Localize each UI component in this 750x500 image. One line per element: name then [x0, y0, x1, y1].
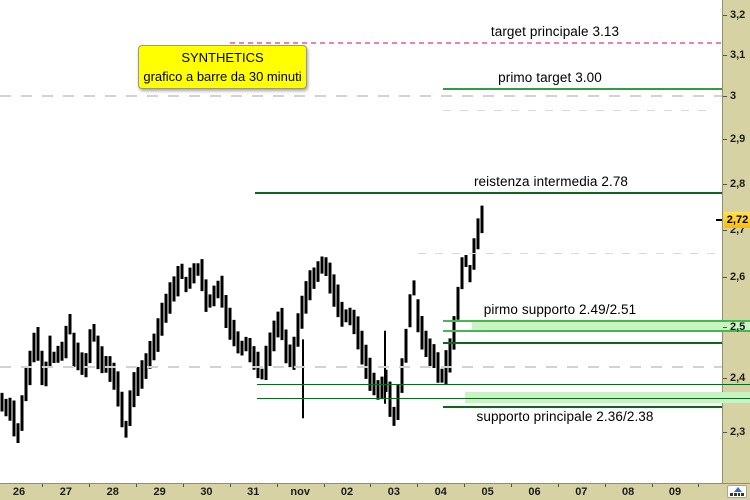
instrument-name: SYNTHETICS — [181, 49, 264, 65]
price-tick-label: 3,1 — [730, 49, 746, 62]
date-label-28: 28 — [106, 486, 119, 498]
date-tick — [276, 484, 278, 487]
date-tick — [136, 484, 138, 487]
gridline — [0, 365, 722, 368]
date-tick — [557, 484, 559, 487]
date-label-29: 29 — [153, 486, 166, 498]
chart-annotation-note[interactable]: SYNTHETICS grafico a barre da 30 minuti — [138, 45, 307, 89]
last-price-marker: 2,72 — [724, 212, 750, 229]
time-axis[interactable]: 26 27 28 29 30 31 nov 02 03 04 05 06 07 08 09 — [0, 483, 750, 500]
price-tick-label: 2,6 — [730, 271, 746, 284]
date-tick — [89, 484, 91, 487]
date-tick — [511, 484, 513, 487]
date-tick — [370, 484, 372, 487]
price-tick-label: 2,5 — [730, 320, 746, 333]
price-tick-label: 3 — [730, 90, 737, 103]
mini-bars-icon — [730, 493, 744, 496]
chart-plot-area[interactable]: SYNTHETICS grafico a barre da 30 minuti — [0, 0, 722, 483]
last-price-tick — [716, 219, 722, 222]
date-tick — [323, 484, 325, 487]
price-tick-label: 3,2 — [730, 9, 746, 21]
price-tick — [723, 55, 727, 57]
date-label-07: 07 — [575, 486, 588, 498]
date-label-26: 26 — [12, 486, 26, 498]
gridline — [0, 95, 722, 98]
date-tick — [604, 484, 606, 487]
date-tick — [229, 484, 231, 487]
price-tick — [723, 183, 727, 185]
chart-navigator-button[interactable] — [727, 485, 747, 498]
date-tick — [183, 484, 184, 487]
date-tick — [464, 484, 466, 487]
date-label-06: 06 — [528, 486, 541, 498]
price-tick — [723, 96, 727, 98]
price-tick — [723, 326, 727, 328]
price-axis[interactable]: 3,2 3,1 3 2,9 2,8 2,7 2,6 2,5 2,4 2,3 2,72 — [722, 0, 750, 483]
price-tick — [723, 277, 727, 279]
price-tick-label: 2,4 — [730, 372, 746, 385]
date-label-04: 04 — [434, 486, 447, 498]
timeframe-note: grafico a barre da 30 minuti — [143, 69, 302, 84]
price-tick-label: 2,8 — [730, 177, 746, 190]
price-tick — [723, 15, 727, 16]
date-tick — [651, 484, 653, 487]
date-label-05: 05 — [481, 486, 494, 498]
date-label-27: 27 — [59, 486, 72, 498]
date-label-nov: nov — [290, 486, 310, 498]
date-label-03: 03 — [387, 486, 400, 498]
gridline-minor — [443, 110, 715, 112]
gridline-minor — [418, 252, 715, 254]
date-tick — [42, 484, 44, 487]
price-tick-label: 2,3 — [730, 425, 746, 438]
price-tick — [723, 229, 727, 231]
date-label-08: 08 — [622, 486, 635, 498]
date-label-31: 31 — [247, 486, 260, 498]
date-tick — [417, 484, 419, 487]
date-label-30: 30 — [200, 486, 213, 498]
date-label-09: 09 — [668, 486, 682, 498]
price-bars-series[interactable] — [0, 0, 722, 483]
price-tick-label: 2,9 — [730, 133, 746, 146]
price-tick — [723, 378, 727, 380]
date-label-02: 02 — [340, 486, 354, 498]
price-tick — [723, 431, 727, 433]
up-arrow-icon — [734, 487, 742, 492]
price-tick — [723, 139, 727, 141]
date-tick — [698, 484, 700, 487]
